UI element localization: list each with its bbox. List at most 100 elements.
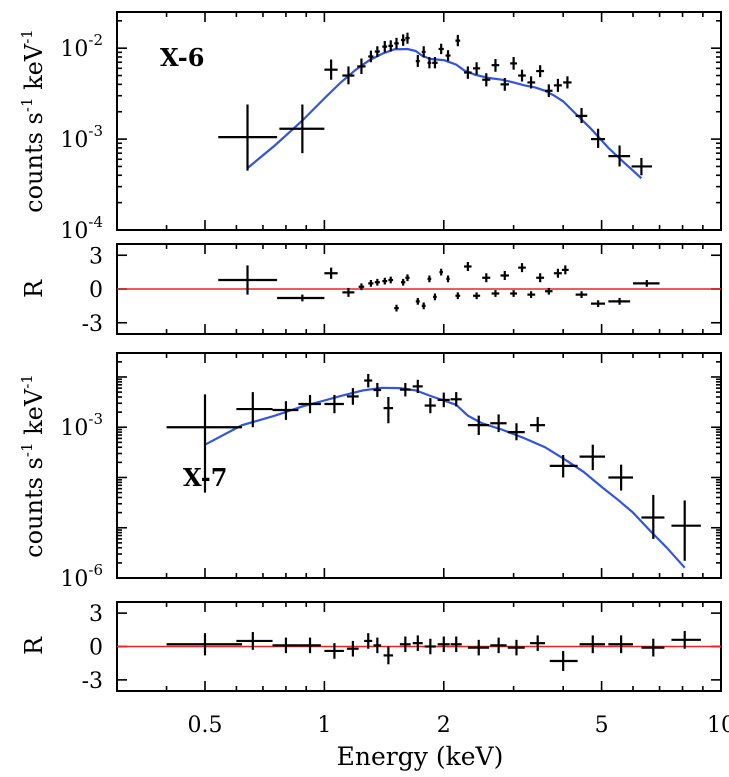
data-point bbox=[549, 650, 578, 671]
y-tick-mantissa: 10 bbox=[60, 37, 88, 62]
data-point bbox=[590, 300, 606, 307]
data-point bbox=[218, 265, 278, 295]
data-point bbox=[368, 50, 374, 63]
x-tick-label: 2 bbox=[437, 713, 451, 738]
data-point bbox=[400, 34, 406, 46]
x-tick-label: 0.5 bbox=[187, 713, 222, 738]
data-point bbox=[415, 298, 420, 305]
y-label-part: keV bbox=[20, 388, 48, 442]
data-point bbox=[412, 379, 423, 393]
data-point bbox=[464, 66, 472, 79]
residual-axis-label: R bbox=[20, 636, 48, 655]
data-point bbox=[437, 392, 450, 408]
data-point bbox=[272, 637, 299, 654]
data-point bbox=[438, 43, 444, 55]
data-point bbox=[374, 278, 380, 286]
y-label-exponent: -1 bbox=[18, 98, 36, 113]
data-point bbox=[439, 268, 443, 276]
data-point bbox=[608, 464, 634, 491]
y-tick-label: 10-6 bbox=[60, 561, 103, 592]
y-tick-label: 10-3 bbox=[60, 122, 103, 153]
data-point bbox=[272, 401, 299, 420]
data-point bbox=[427, 275, 432, 283]
data-point bbox=[358, 283, 365, 291]
data-point bbox=[424, 398, 436, 414]
data-point bbox=[536, 65, 545, 78]
data-point bbox=[388, 276, 394, 284]
data-point bbox=[527, 76, 536, 89]
data-point bbox=[346, 388, 359, 405]
data-point bbox=[399, 382, 411, 397]
data-point bbox=[374, 46, 380, 57]
data-point bbox=[549, 455, 578, 478]
data-point bbox=[433, 293, 437, 301]
data-point bbox=[412, 635, 423, 651]
y-tick-mantissa: 10 bbox=[60, 567, 88, 592]
y-axis-label: counts s-1 keV-1 bbox=[18, 29, 48, 213]
y-tick-mantissa: 10 bbox=[60, 128, 88, 153]
data-point bbox=[218, 104, 278, 171]
data-point bbox=[455, 34, 461, 47]
data-point bbox=[545, 287, 553, 295]
data-point bbox=[482, 273, 491, 283]
data-point bbox=[166, 633, 243, 656]
data-point bbox=[553, 268, 562, 278]
data-point bbox=[400, 278, 406, 286]
y-tick-label: 10-2 bbox=[60, 31, 103, 62]
data-point bbox=[671, 500, 701, 561]
data-point bbox=[236, 392, 273, 428]
data-point bbox=[373, 637, 382, 654]
data-point bbox=[530, 635, 546, 651]
data-point bbox=[518, 263, 526, 273]
data-point bbox=[394, 304, 399, 312]
data-point bbox=[482, 73, 491, 87]
data-point bbox=[473, 292, 481, 300]
data-point bbox=[437, 636, 450, 653]
y-label-part: counts s bbox=[20, 457, 48, 558]
data-point bbox=[383, 396, 394, 424]
data-point bbox=[342, 66, 355, 85]
data-point bbox=[545, 84, 553, 98]
data-point bbox=[530, 416, 546, 433]
data-point bbox=[467, 415, 489, 436]
data-point bbox=[373, 382, 382, 397]
y-tick-label: 10-3 bbox=[60, 410, 103, 441]
model-curve bbox=[204, 386, 686, 569]
data-point bbox=[561, 265, 569, 275]
data-point bbox=[455, 292, 461, 300]
data-point bbox=[631, 157, 653, 176]
data-point bbox=[342, 287, 355, 297]
x-tick-label: 10 bbox=[707, 713, 729, 738]
y-tick-label: 0 bbox=[89, 636, 103, 661]
data-point bbox=[500, 77, 509, 91]
data-point bbox=[579, 444, 606, 471]
data-point bbox=[490, 414, 507, 433]
y-label-exponent: -1 bbox=[18, 29, 36, 44]
y-tick-exponent: -3 bbox=[88, 410, 103, 428]
data-point bbox=[450, 636, 462, 653]
y-label-exponent: -1 bbox=[18, 374, 36, 389]
y-label-exponent: -1 bbox=[18, 443, 36, 458]
data-point bbox=[507, 639, 525, 656]
data-point bbox=[277, 294, 325, 302]
y-tick-label: -3 bbox=[82, 669, 103, 694]
x-axis-label: Energy (keV) bbox=[337, 742, 504, 771]
data-point bbox=[405, 32, 410, 44]
data-point bbox=[510, 56, 518, 70]
x-tick-label: 5 bbox=[595, 713, 609, 738]
y-tick-label: 3 bbox=[89, 244, 103, 269]
data-point bbox=[527, 291, 536, 298]
y-tick-mantissa: 10 bbox=[60, 219, 88, 244]
data-point bbox=[324, 643, 344, 659]
data-point bbox=[445, 50, 451, 62]
data-point bbox=[608, 145, 631, 167]
data-point bbox=[575, 291, 588, 298]
data-point bbox=[364, 633, 373, 649]
data-point bbox=[279, 104, 325, 154]
data-point bbox=[590, 128, 606, 148]
data-point bbox=[500, 271, 509, 280]
data-point bbox=[608, 635, 634, 654]
